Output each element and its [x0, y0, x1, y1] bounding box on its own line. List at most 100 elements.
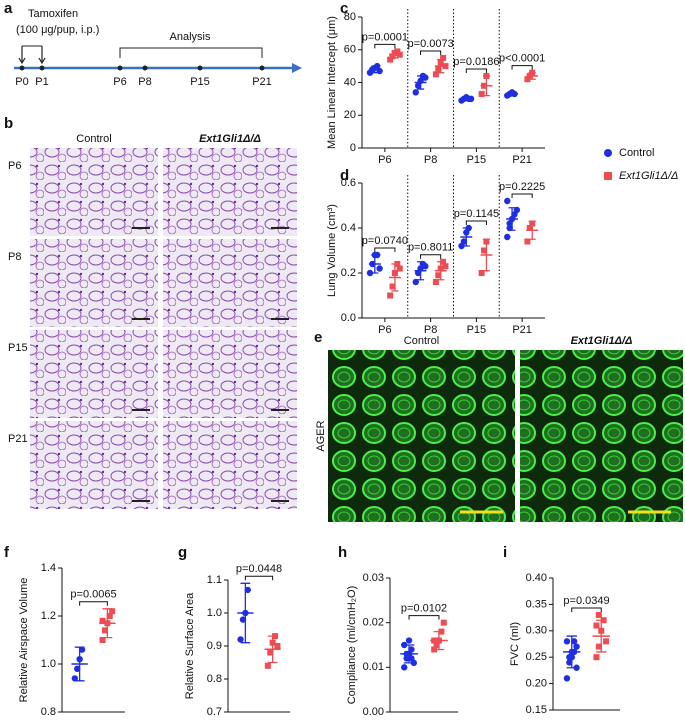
error-bar [462, 227, 470, 247]
y-tick-label: 0.35 [526, 598, 547, 610]
y-tick-label: 0.4 [341, 222, 356, 234]
day-label: P6 [113, 76, 126, 88]
y-axis-label: Relative Airspace Volume [18, 578, 30, 703]
significance-bracket [511, 65, 533, 70]
p-value: p=0.0740 [362, 235, 408, 247]
data-point [566, 659, 573, 666]
chart: 0.7 0.8 0.9 1.0 1.1 Relative Surface Area p=0.… [184, 563, 290, 718]
significance-bracket [420, 254, 442, 259]
histology-image [163, 148, 297, 236]
y-tick-label: 0.9 [207, 640, 222, 652]
injection-arrow [38, 46, 46, 65]
panel-label: h [338, 544, 347, 561]
error-bar [528, 72, 536, 80]
data-point [106, 613, 113, 619]
error-bar [240, 582, 251, 644]
day-label: P0 [15, 76, 28, 88]
column-label: Ext1Gli1Δ/Δ [199, 133, 261, 145]
figure-content: a b c d e f g h i P0 P1 P6 P8 P15 P21 Tamoxifen (100 μg/… [4, 0, 683, 718]
data-point [593, 654, 600, 661]
data-point [442, 263, 449, 270]
y-tick-label: 0.03 [363, 572, 384, 584]
panel-label: g [178, 544, 187, 561]
data-point [396, 265, 403, 272]
ager-image [520, 350, 683, 522]
x-tick-label: P15 [467, 324, 487, 336]
y-tick-label: 40 [344, 76, 356, 88]
data-point [524, 238, 531, 245]
data-point [504, 233, 511, 241]
error-bar [416, 75, 425, 90]
day-label: P1 [35, 76, 48, 88]
row-label: P15 [8, 342, 28, 354]
row-label: P8 [8, 251, 21, 263]
histology-image [30, 148, 158, 236]
stain-label: AGER [315, 420, 327, 451]
data-point [376, 265, 383, 272]
error-bar [416, 261, 425, 281]
data-point [74, 665, 81, 672]
y-tick-label: 1.2 [41, 610, 56, 622]
data-point [573, 643, 580, 650]
histology-image [163, 421, 297, 509]
timepoint [259, 65, 265, 71]
histology-image [30, 421, 158, 509]
dose-label: (100 μg/pup, i.p.) [16, 24, 99, 36]
data-point [109, 608, 116, 615]
data-point [101, 627, 108, 634]
y-tick-label: 0.15 [526, 704, 547, 716]
data-point [595, 611, 602, 618]
data-point [99, 637, 106, 643]
data-point [478, 90, 485, 97]
panel-label: e [314, 329, 322, 346]
y-tick-label: 0.8 [41, 706, 56, 718]
column-label: Control [404, 335, 439, 347]
y-axis-label: Compliance (ml/cmH₂O) [346, 586, 358, 705]
chart: 0.00 0.01 0.02 0.03 Compliance (ml/cmH₂O) p=0… [346, 572, 458, 718]
data-point [387, 292, 394, 299]
legend-label: Ext1Gli1Δ/Δ [619, 170, 678, 182]
chart: 0.0 0.2 0.4 0.6 Lung Volume (cm³) P6 p=0.0740 P… [326, 175, 545, 336]
data-point [78, 646, 86, 653]
y-tick-label: 0.8 [207, 673, 222, 685]
p-value: p=0.0448 [236, 563, 282, 575]
panel-label: f [4, 544, 10, 561]
data-point [264, 662, 271, 669]
column-label: Ext1Gli1Δ/Δ [571, 335, 633, 347]
injection-arrow [18, 46, 26, 65]
timepoint [142, 65, 148, 71]
data-point [408, 646, 415, 653]
y-tick-label: 0.6 [341, 177, 356, 189]
data-point [71, 675, 79, 682]
y-tick-label: 0.0 [341, 312, 356, 324]
y-tick-label: 0.00 [363, 706, 384, 718]
y-tick-label: 0.7 [207, 706, 222, 718]
data-point [481, 247, 488, 254]
data-point [440, 54, 447, 61]
day-label: P8 [138, 76, 151, 88]
p-value: p=0.2225 [499, 181, 545, 193]
y-axis-label: Lung Volume (cm³) [326, 204, 338, 297]
y-axis-label: Relative Surface Area [184, 592, 196, 699]
x-tick-label: P6 [378, 324, 391, 336]
data-point [389, 53, 396, 60]
data-point [504, 197, 511, 205]
y-tick-label: 0.2 [341, 267, 356, 279]
data-point [412, 89, 419, 96]
y-tick-label: 0.02 [363, 617, 384, 629]
data-point [239, 616, 247, 623]
data-point [435, 272, 442, 279]
tamoxifen-label: Tamoxifen [28, 8, 78, 20]
data-point [433, 642, 440, 648]
significance-bracket [244, 575, 274, 581]
timepoint [117, 65, 123, 71]
data-point [524, 76, 531, 83]
data-point [401, 664, 408, 671]
p-value: p=0.0065 [70, 589, 116, 601]
p-value: p=0.0073 [408, 38, 454, 50]
histology-image [30, 239, 158, 327]
y-tick-label: 20 [344, 109, 356, 121]
significance-bracket [374, 43, 396, 49]
p-value: p=0.0102 [401, 603, 447, 615]
y-tick-label: 0.40 [526, 572, 547, 584]
